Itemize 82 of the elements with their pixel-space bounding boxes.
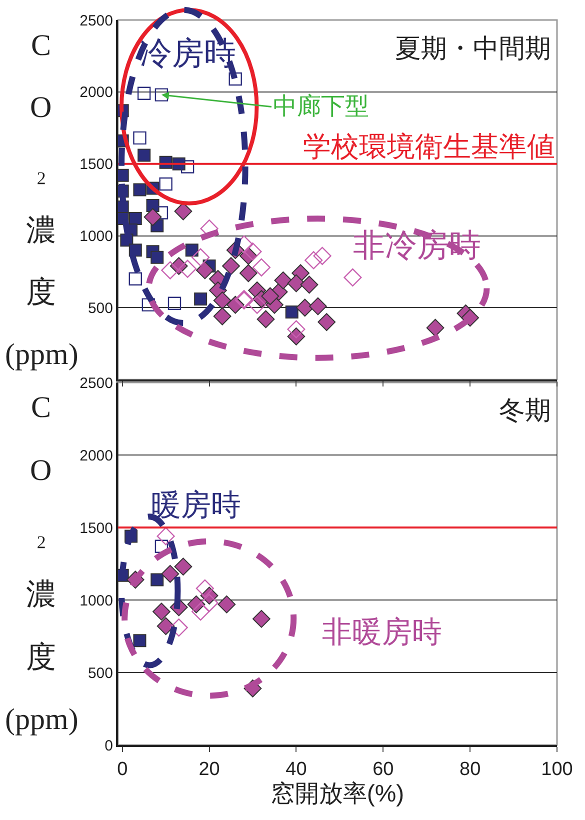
point: [159, 177, 172, 191]
y-tick-label: 0: [104, 737, 113, 754]
point: [296, 298, 314, 317]
point: [213, 307, 232, 326]
point: [137, 86, 151, 100]
text: 夏期・中間期: [395, 33, 551, 63]
point: [128, 272, 142, 286]
point: [244, 242, 262, 261]
point: [180, 160, 194, 174]
point: [194, 292, 208, 306]
point: [161, 261, 180, 280]
point: [218, 595, 236, 614]
point: [138, 148, 151, 162]
ref-line-label: 学校環境衛生基準値: [303, 131, 555, 162]
point: [133, 131, 146, 145]
point: [274, 271, 292, 290]
annotation: 非暖房時: [322, 616, 442, 649]
point: [196, 261, 214, 280]
point: [304, 251, 323, 270]
text: 冬期: [499, 395, 551, 425]
point: [222, 257, 240, 275]
point: [261, 287, 280, 306]
x-tick-label: 60: [372, 758, 394, 780]
point: [156, 617, 175, 636]
point: [150, 250, 164, 264]
y-tick-label: 1000: [80, 228, 113, 246]
y-axis-title: CO₂濃度(ppm): [5, 29, 78, 371]
point: [196, 579, 214, 598]
point: [168, 296, 182, 310]
point: [287, 320, 306, 338]
point: [200, 594, 218, 612]
annotation: 中廊下型: [273, 93, 369, 120]
point: [287, 274, 306, 292]
annotation: 暖房時: [151, 489, 241, 522]
point: [154, 206, 168, 220]
point: [318, 313, 336, 332]
point: [313, 246, 332, 265]
point: [156, 527, 175, 546]
point: [228, 72, 242, 86]
point: [426, 318, 444, 337]
point: [152, 602, 170, 621]
x-tick-label: 40: [286, 758, 307, 780]
point: [256, 310, 275, 328]
point: [308, 297, 327, 316]
point: [192, 248, 210, 266]
y-tick-label: 2500: [80, 374, 113, 392]
y-tick-label: 1500: [80, 520, 113, 537]
point: [128, 244, 142, 257]
point: [185, 244, 198, 257]
y-tick-label: 2000: [80, 84, 113, 102]
point: [133, 183, 146, 196]
y-tick-label: 1000: [80, 592, 113, 610]
x-tick-label: 100: [541, 758, 573, 780]
y-axis-title: CO₂濃度(ppm): [5, 391, 78, 736]
point: [133, 634, 146, 648]
y-tick-label: 2000: [80, 447, 113, 464]
point: [150, 573, 164, 586]
point: [178, 260, 197, 278]
point: [154, 88, 168, 102]
point: [344, 268, 362, 287]
point: [252, 258, 270, 276]
point: [300, 276, 318, 294]
point: [161, 564, 180, 583]
point: [174, 558, 192, 576]
point: [252, 610, 270, 628]
x-tick-label: 20: [198, 758, 220, 780]
point: [285, 306, 298, 318]
point: [239, 264, 258, 282]
y-tick-label: 1500: [80, 156, 113, 174]
point: [192, 602, 210, 621]
point: [248, 296, 266, 314]
x-tick-label: 80: [460, 758, 481, 780]
y-tick-label: 500: [88, 664, 113, 682]
x-axis-title: 窓開放率(%): [270, 780, 404, 808]
y-tick-label: 2500: [80, 12, 113, 30]
point: [170, 618, 188, 637]
y-tick-label: 500: [88, 300, 113, 317]
point: [213, 292, 232, 310]
point: [128, 212, 142, 225]
point: [287, 328, 306, 346]
point: [144, 208, 162, 226]
x-tick-label: 0: [117, 758, 128, 780]
